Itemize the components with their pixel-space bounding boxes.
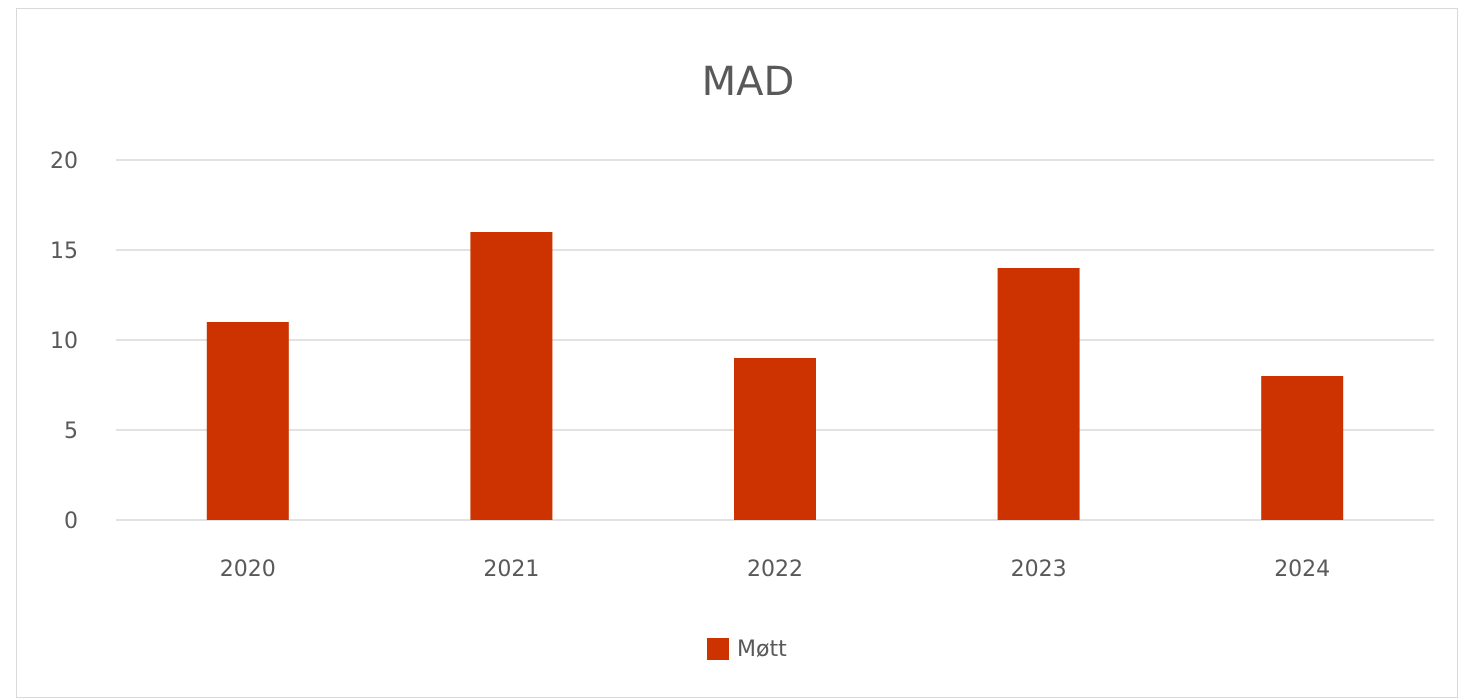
- legend: Møtt: [707, 637, 787, 662]
- y-tick-label: 0: [64, 509, 78, 534]
- bar-2021: [470, 232, 553, 520]
- x-axis-ticks: 2020 2021 2022 2023 2024: [220, 557, 1330, 582]
- legend-label: Møtt: [737, 637, 787, 662]
- y-tick-label: 15: [50, 239, 78, 264]
- chart-title: MAD: [702, 59, 795, 105]
- x-tick-label: 2022: [747, 557, 803, 582]
- legend-swatch: [707, 638, 729, 660]
- bar-2022: [734, 358, 816, 520]
- y-tick-label: 10: [50, 329, 78, 354]
- x-tick-label: 2023: [1011, 557, 1067, 582]
- x-tick-label: 2021: [483, 557, 539, 582]
- x-tick-label: 2024: [1274, 557, 1330, 582]
- y-tick-label: 20: [50, 149, 78, 174]
- y-tick-label: 5: [64, 419, 78, 444]
- bar-2024: [1261, 376, 1344, 520]
- bar-2023: [997, 268, 1080, 520]
- y-axis-ticks: 0 5 10 15 20: [50, 149, 78, 534]
- bar-2020: [206, 322, 289, 520]
- x-tick-label: 2020: [220, 557, 276, 582]
- bars: [206, 232, 1344, 520]
